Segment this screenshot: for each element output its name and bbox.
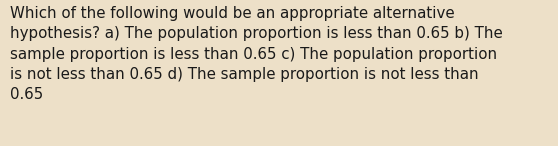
Text: Which of the following would be an appropriate alternative
hypothesis? a) The po: Which of the following would be an appro… bbox=[10, 6, 503, 102]
